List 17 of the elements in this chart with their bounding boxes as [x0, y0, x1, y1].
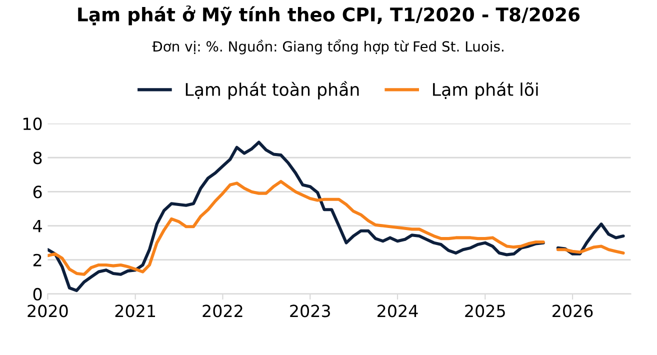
y-tick-label: 4 [33, 220, 42, 232]
legend-label: Lạm phát toàn phần [186, 81, 359, 100]
x-tick-label: 2020 [28, 304, 68, 318]
y-tick-label: 6 [33, 186, 42, 198]
x-tick-label: 2021 [115, 304, 155, 318]
chart-subtitle: Đơn vị: %. Nguồn: Giang tổng hợp từ Fed St. Luois. [152, 40, 504, 54]
y-tick-label: 2 [33, 254, 42, 266]
y-tick-label: 10 [23, 118, 42, 130]
legend-label: Lạm phát lõi [433, 82, 538, 100]
y-tick-label: 0 [33, 288, 42, 301]
chart-title: Lạm phát ở Mỹ tính theo CPI, T1/2020 - T8/2026 [78, 5, 580, 26]
x-tick-label: 2026 [552, 304, 593, 318]
y-tick-label: 8 [33, 152, 42, 164]
x-tick-label: 2023 [290, 304, 330, 318]
x-tick-label: 2024 [378, 304, 418, 318]
x-tick-label: 2022 [202, 304, 242, 318]
x-tick-label: 2025 [465, 304, 505, 318]
